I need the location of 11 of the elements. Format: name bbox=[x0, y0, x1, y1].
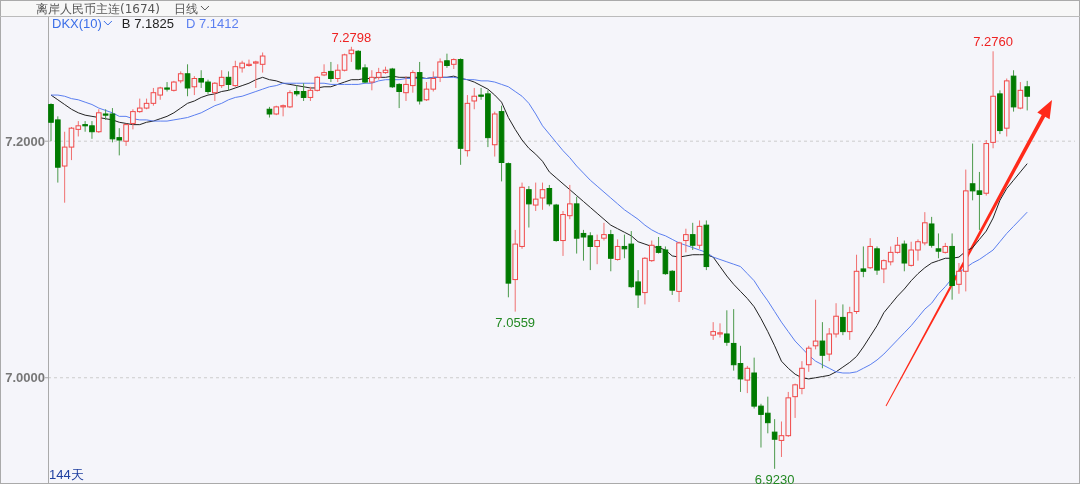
y-tick-label: 7.0000 bbox=[5, 370, 45, 386]
annotation: 6.9230 bbox=[754, 471, 795, 484]
legend: DKX(10) B 7.1825 D 7.1412 bbox=[52, 16, 239, 31]
annotation: 7.0559 bbox=[495, 314, 536, 330]
annotation: 7.2798 bbox=[331, 29, 372, 45]
y-tick-label: 7.2000 bbox=[5, 133, 45, 149]
annotation: 7.2760 bbox=[973, 34, 1013, 50]
chart-subtitle: 日线 bbox=[173, 1, 198, 16]
chart-title: 离岸人民币主连(1674) bbox=[36, 1, 160, 16]
legend-title: DKX(10) bbox=[52, 16, 102, 31]
annotation: 144天 bbox=[49, 467, 84, 482]
